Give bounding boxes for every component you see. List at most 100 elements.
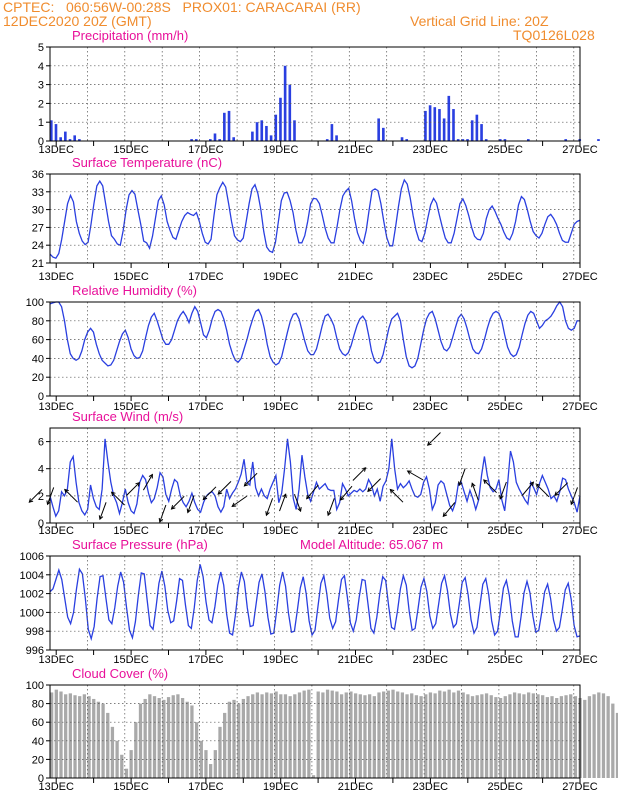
wind-arrow xyxy=(471,483,479,501)
precip-bar xyxy=(456,139,460,141)
cloud-bar xyxy=(162,699,166,778)
precip-bar xyxy=(480,124,483,141)
cloud-bar xyxy=(573,696,578,778)
precip-bar xyxy=(223,112,226,141)
wind-arrow xyxy=(159,504,167,523)
wind-arrow xyxy=(171,495,185,510)
wind-arrow xyxy=(340,485,353,501)
precip-ytick-label: 0 xyxy=(38,136,44,148)
pres-ytick-label: 1000 xyxy=(20,607,44,619)
cloud-bar xyxy=(335,691,339,778)
cloud-bar xyxy=(564,695,568,778)
wind-xtick-label: 23DEC xyxy=(413,525,449,537)
cloud-bar xyxy=(601,693,606,778)
cloud-bar xyxy=(339,694,344,778)
cloud-bar xyxy=(279,694,283,778)
wind-arrowhead xyxy=(426,441,432,446)
precip-bar xyxy=(527,139,530,141)
precip-bar xyxy=(424,110,427,141)
precip-bar xyxy=(503,139,507,141)
header-code: TQ0126L028 xyxy=(513,27,595,43)
cloud-bar xyxy=(452,692,456,778)
rh-xtick-label: 25DEC xyxy=(487,401,523,413)
wind-xtick-label: 21DEC xyxy=(338,525,374,537)
cloud-bar xyxy=(503,696,507,778)
precip-bar xyxy=(54,124,58,141)
precip-xtick-label: 25DEC xyxy=(487,144,523,156)
precip-bar xyxy=(405,139,409,141)
wind-arrow xyxy=(499,481,507,500)
wind-xtick-label: 27DEC xyxy=(562,525,598,537)
cloud-bar xyxy=(536,694,540,778)
cloud-bar xyxy=(587,696,592,778)
cloud-bar xyxy=(157,698,161,778)
cloud-bar xyxy=(59,691,63,778)
wind-arrow xyxy=(367,478,381,492)
cloud-bar xyxy=(293,694,297,778)
precip-bar xyxy=(265,125,268,141)
wind-arrow xyxy=(279,494,287,512)
precip-bar xyxy=(382,127,385,141)
precip-bar xyxy=(433,107,437,141)
temp-xtick-label: 19DEC xyxy=(263,271,299,283)
cloud-bar xyxy=(494,697,498,778)
cloud-bar xyxy=(475,695,479,778)
cloud-bar xyxy=(527,692,531,778)
precip-xtick-label: 15DEC xyxy=(113,144,149,156)
cloud-ytick-label: 80 xyxy=(32,699,44,711)
cloud-bar xyxy=(470,696,475,778)
wind-arrowhead xyxy=(339,495,345,501)
cloud-bar xyxy=(592,694,596,778)
wind-arrow xyxy=(389,489,404,503)
cloud-bar xyxy=(166,697,171,778)
precip-ytick-label: 5 xyxy=(38,42,44,54)
precip-bar xyxy=(564,139,568,141)
precip-bar xyxy=(279,97,282,141)
wind-arrowhead xyxy=(483,479,488,484)
cloud-bar xyxy=(194,722,199,778)
cloud-bar xyxy=(302,690,306,778)
cloud-bar xyxy=(50,692,54,778)
precip-bar xyxy=(330,124,334,141)
precip-bar xyxy=(597,139,600,141)
wind-arrowhead xyxy=(297,507,302,513)
precip-bar xyxy=(447,95,451,141)
rh-ytick-label: 100 xyxy=(26,297,44,309)
cloud-bar xyxy=(522,694,526,778)
wind-arrowhead xyxy=(406,470,412,475)
cloud-bar xyxy=(311,775,316,778)
cloud-bar xyxy=(386,690,390,778)
cloud-bar xyxy=(442,691,447,778)
cloud-bar xyxy=(330,690,334,778)
cloud-bar xyxy=(419,696,423,778)
rh-xtick-label: 27DEC xyxy=(562,401,598,413)
wind-arrow xyxy=(187,495,195,513)
cloud-frame xyxy=(49,684,581,779)
cloud-bar xyxy=(180,698,185,778)
wind-title: Surface Wind (m/s) xyxy=(72,409,183,424)
precip-bar xyxy=(255,122,259,141)
precip-ytick-label: 3 xyxy=(38,80,44,92)
pres-xtick-label: 17DEC xyxy=(188,654,224,666)
precip-bar xyxy=(68,139,72,141)
cloud-bar xyxy=(143,698,147,778)
cloud-bar xyxy=(54,689,58,778)
precip-bar xyxy=(461,139,465,141)
wind-xtick-label: 25DEC xyxy=(487,525,523,537)
cloud-xtick-label: 19DEC xyxy=(263,781,299,793)
pres-xtick-label: 21DEC xyxy=(338,654,374,666)
precip-bar xyxy=(466,139,469,141)
cloud-xtick-label: 17DEC xyxy=(188,781,224,793)
wind-arrowhead xyxy=(265,511,270,517)
cloud-bar xyxy=(559,696,564,778)
cloud-bar xyxy=(307,689,311,778)
wind-arrowhead xyxy=(243,481,249,487)
cloud-bar xyxy=(110,726,115,778)
pres-ytick-label: 1004 xyxy=(20,570,44,582)
precip-ytick-label: 4 xyxy=(38,61,44,73)
wind-arrow xyxy=(554,482,569,496)
cloud-bar xyxy=(115,740,119,778)
precip-xtick-label: 21DEC xyxy=(338,144,374,156)
wind-arrow xyxy=(535,483,550,498)
wind-arrowhead xyxy=(529,481,535,487)
